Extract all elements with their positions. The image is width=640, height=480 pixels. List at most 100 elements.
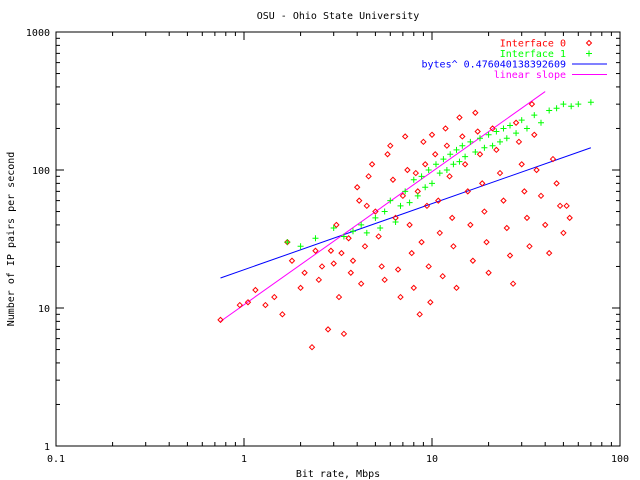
y-tick-label: 10 <box>38 304 50 315</box>
data-point <box>401 133 409 140</box>
data-point <box>476 151 484 158</box>
data-point <box>556 202 564 210</box>
data-point <box>429 180 435 187</box>
series-0 <box>217 100 573 351</box>
chart-title: OSU - Ohio State University <box>257 11 420 22</box>
data-point <box>439 272 446 280</box>
data-point <box>518 117 525 124</box>
data-point <box>425 167 432 173</box>
data-point <box>423 202 431 210</box>
x-tick-label: 100 <box>611 454 629 465</box>
data-point <box>541 221 549 229</box>
data-point <box>397 202 404 209</box>
data-point <box>315 276 323 284</box>
data-point <box>476 135 483 142</box>
data-point <box>347 269 355 276</box>
data-point <box>479 180 486 187</box>
data-point <box>353 184 361 191</box>
data-point <box>459 133 466 140</box>
data-point <box>425 263 432 270</box>
y-axis-label: Number of IP pairs per second <box>6 152 17 327</box>
data-point <box>418 238 425 246</box>
data-point <box>553 105 560 112</box>
data-point <box>436 229 443 237</box>
data-point <box>523 125 530 132</box>
data-point <box>462 153 469 160</box>
data-point <box>330 260 337 267</box>
data-point <box>345 235 352 242</box>
data-point <box>489 142 496 149</box>
data-point <box>469 257 477 264</box>
legend-marker-swatch <box>585 39 593 47</box>
y-tick-label: 1 <box>44 442 50 453</box>
data-point <box>507 122 514 129</box>
data-point <box>568 103 575 110</box>
data-point <box>288 257 296 264</box>
data-point <box>493 146 500 154</box>
data-point <box>442 125 449 132</box>
data-point <box>244 299 252 306</box>
data-point <box>464 188 471 195</box>
data-point <box>560 229 567 237</box>
data-point <box>404 166 411 174</box>
data-point <box>412 169 420 177</box>
data-point <box>509 280 517 287</box>
data-point <box>418 173 425 180</box>
data-point <box>378 263 385 270</box>
data-point <box>443 167 450 173</box>
data-point <box>381 276 388 284</box>
data-point <box>394 266 402 273</box>
data-point <box>493 128 500 135</box>
data-point <box>375 233 382 240</box>
data-point <box>335 293 343 301</box>
data-point <box>549 155 557 163</box>
data-point <box>432 161 439 168</box>
data-point <box>372 208 379 215</box>
data-point <box>372 214 379 221</box>
data-point <box>361 243 369 250</box>
data-point <box>443 142 451 149</box>
legend-label: linear slope <box>494 70 566 81</box>
data-point <box>408 249 415 257</box>
data-point <box>416 311 423 318</box>
data-point <box>410 176 417 183</box>
data-point <box>414 192 421 199</box>
data-point <box>518 161 525 168</box>
data-point <box>575 101 582 108</box>
data-point <box>284 239 291 246</box>
data-point <box>384 151 391 158</box>
data-point <box>474 128 481 135</box>
data-point <box>217 316 224 324</box>
data-point <box>533 166 540 174</box>
data-point <box>563 202 570 210</box>
data-point <box>349 228 356 235</box>
data-point <box>526 243 533 250</box>
data-point <box>472 109 479 116</box>
data-point <box>297 284 304 292</box>
data-point <box>456 158 463 165</box>
data-point <box>301 269 308 276</box>
data-point <box>459 142 466 149</box>
data-point <box>528 100 536 108</box>
data-point <box>587 99 594 106</box>
data-point <box>387 197 394 204</box>
data-point <box>365 173 372 180</box>
legend-label: bytes^ 0.476040138392609 <box>422 60 567 71</box>
y-tick-label: 100 <box>32 166 50 177</box>
data-point <box>453 146 460 153</box>
data-point <box>453 284 460 292</box>
data-point <box>483 238 490 246</box>
data-point <box>450 161 457 168</box>
plot-area <box>55 31 621 447</box>
fit-line <box>220 147 592 279</box>
data-point <box>512 119 520 126</box>
data-point <box>456 114 463 121</box>
data-point <box>500 125 507 132</box>
data-point <box>481 208 488 215</box>
data-point <box>467 138 474 145</box>
data-point <box>440 156 447 163</box>
legend-label: Interface 1 <box>500 49 566 60</box>
data-point <box>485 269 492 276</box>
